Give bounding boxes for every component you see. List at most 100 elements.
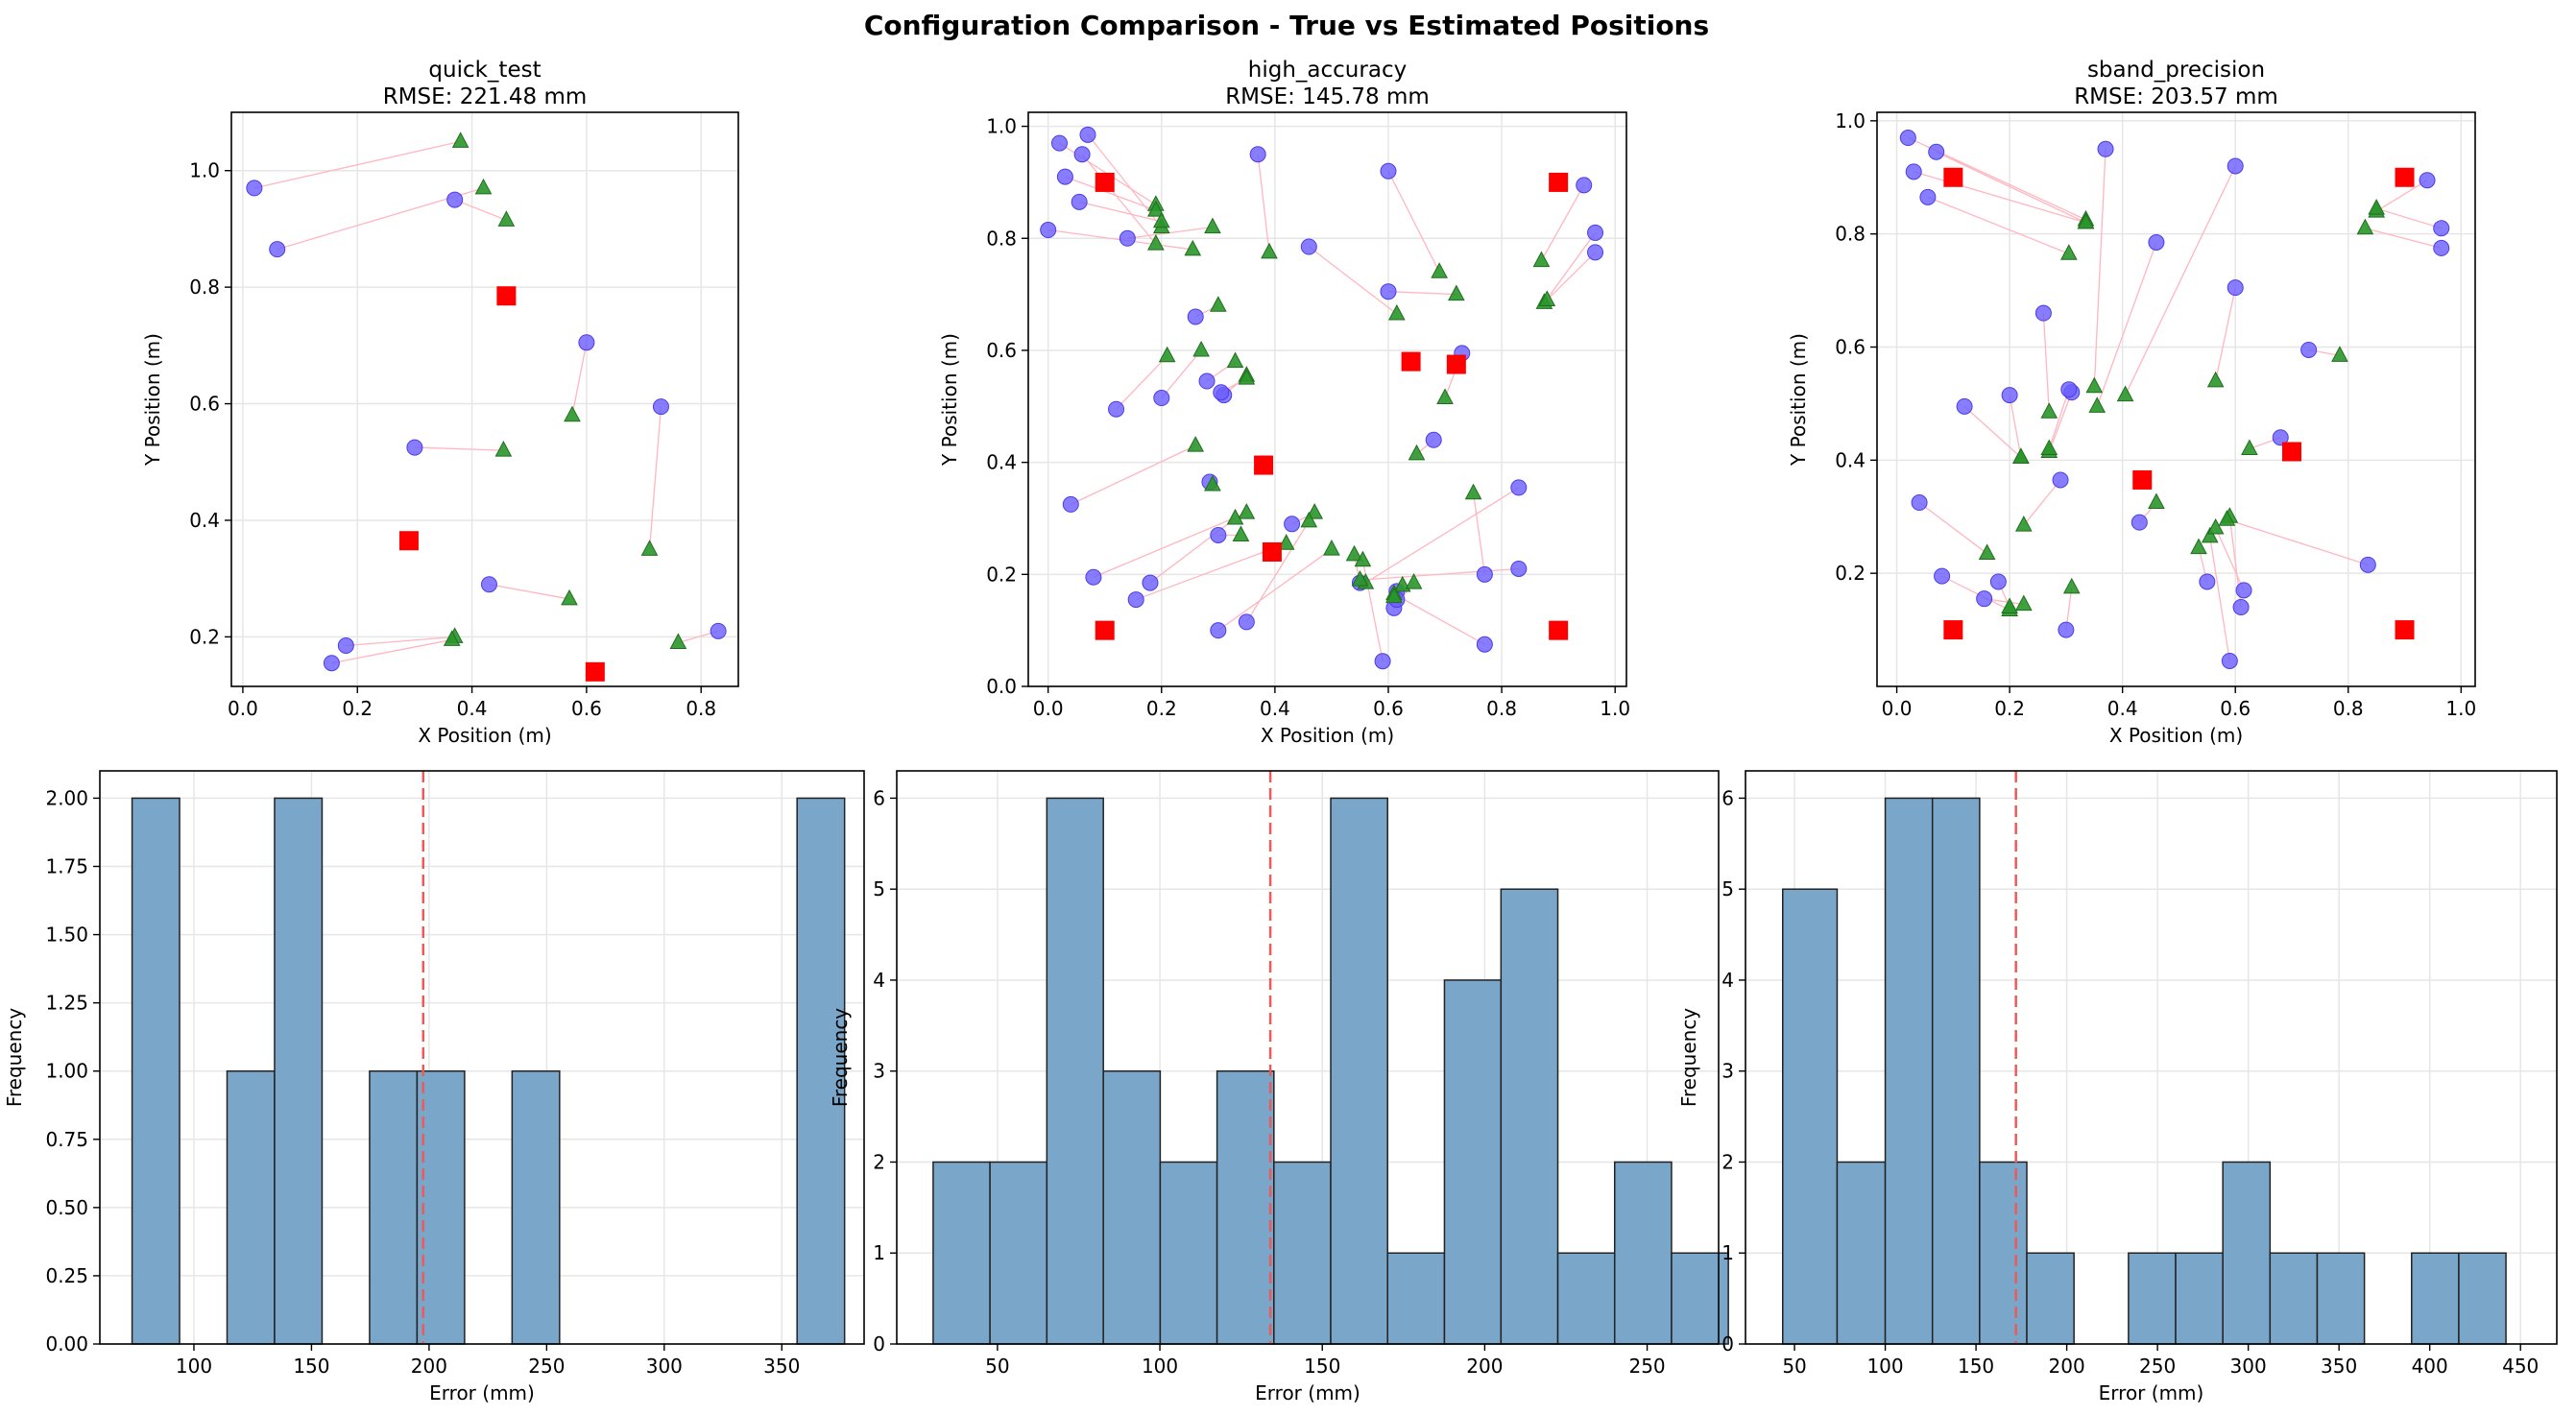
true-position-point xyxy=(1919,188,1937,205)
histogram-bar xyxy=(2411,1252,2460,1345)
estimated-position-point xyxy=(2014,516,2033,532)
error-line xyxy=(1071,444,1196,505)
true-position-point xyxy=(1899,130,1916,147)
histogram-bar xyxy=(1836,1161,1887,1345)
y-tick-label: 0.6 xyxy=(1835,336,1866,359)
axes-frame xyxy=(1876,111,2476,687)
error-line xyxy=(2215,527,2245,591)
y-tick-label: 0.2 xyxy=(1835,562,1866,585)
true-position-point xyxy=(2235,582,2252,599)
x-tick-label: 100 xyxy=(1866,1355,1903,1378)
estimated-position-point xyxy=(443,630,461,646)
estimated-position-point xyxy=(2190,538,2207,555)
x-axis-label: Error (mm) xyxy=(1255,1381,1360,1404)
estimated-position-point xyxy=(2356,218,2374,235)
y-tick-label: 0.4 xyxy=(189,509,220,532)
true-position-point xyxy=(2060,381,2078,398)
histogram-bar xyxy=(1556,1252,1616,1345)
y-tick-label: 0.6 xyxy=(189,393,220,416)
error-line xyxy=(253,140,461,189)
estimated-position-point xyxy=(494,441,513,457)
axes-frame xyxy=(896,770,1720,1345)
x-tick-label: 150 xyxy=(293,1355,329,1378)
x-tick-label: 50 xyxy=(1782,1355,1806,1378)
y-tick-label: 0.25 xyxy=(45,1264,88,1287)
estimated-position-point xyxy=(2148,492,2165,510)
x-tick-label: 200 xyxy=(2049,1355,2085,1378)
true-position-point xyxy=(2359,556,2376,573)
error-line xyxy=(1360,567,1519,581)
true-position-point xyxy=(1108,400,1125,418)
y-tick-label: 3 xyxy=(1721,1060,1734,1083)
true-position-point xyxy=(2227,157,2244,175)
error-line xyxy=(2375,180,2428,212)
error-line xyxy=(1308,246,1398,315)
true-position-point xyxy=(1249,146,1266,163)
true-position-point xyxy=(446,191,464,208)
true-position-point xyxy=(2300,341,2318,358)
estimated-position-point xyxy=(474,178,493,195)
x-tick-label: 0.2 xyxy=(342,697,373,720)
y-axis-label: Y Position (m) xyxy=(141,333,164,467)
error-line xyxy=(1927,196,2070,254)
anchor-point xyxy=(1262,541,1282,562)
true-position-point xyxy=(1976,590,1993,608)
error-line xyxy=(1245,520,1310,623)
true-position-point xyxy=(269,241,286,258)
true-position-point xyxy=(2052,471,2069,489)
panel-subtitle: RMSE: 145.78 mm xyxy=(1225,84,1430,109)
anchor-point xyxy=(2395,167,2415,187)
x-tick-label: 0.6 xyxy=(571,697,602,720)
true-position-point xyxy=(1079,126,1096,143)
true-position-point xyxy=(2148,234,2165,252)
estimated-position-point xyxy=(1431,262,1448,278)
estimated-position-point xyxy=(1232,525,1250,541)
panel-title: high_accuracy xyxy=(1248,58,1407,83)
true-position-point xyxy=(710,622,727,639)
estimated-position-point xyxy=(2040,402,2058,419)
error-line xyxy=(1365,487,1520,584)
true-position-point xyxy=(2034,304,2052,322)
anchor-point xyxy=(1095,620,1115,640)
y-tick-label: 6 xyxy=(1721,786,1734,809)
estimated-position-point xyxy=(1306,503,1324,519)
error-line xyxy=(2365,228,2442,250)
true-position-point xyxy=(2272,429,2289,446)
estimated-position-point xyxy=(1277,534,1295,550)
error-line xyxy=(2227,518,2369,565)
estimated-position-point xyxy=(1226,508,1244,525)
estimated-position-point xyxy=(2201,526,2219,543)
true-position-point xyxy=(2232,599,2250,616)
y-tick-label: 0.0 xyxy=(986,675,1017,698)
true-position-point xyxy=(1576,177,1593,194)
x-tick-label: 250 xyxy=(2139,1355,2176,1378)
error-line xyxy=(1387,291,1457,296)
estimated-position-point xyxy=(2014,594,2033,612)
x-tick-label: 100 xyxy=(176,1355,212,1378)
y-axis-label: Frequency xyxy=(3,1008,26,1107)
true-position-point xyxy=(2433,239,2450,256)
error-line xyxy=(1217,548,1333,632)
error-line xyxy=(1065,176,1157,211)
histogram-bar xyxy=(989,1161,1048,1345)
x-tick-label: 0.0 xyxy=(1882,697,1913,720)
estimated-position-point xyxy=(497,210,516,227)
axes-frame xyxy=(1027,111,1627,687)
true-position-point xyxy=(406,439,423,456)
error-line xyxy=(454,199,507,221)
y-tick-label: 3 xyxy=(873,1060,885,1083)
true-position-point xyxy=(1380,162,1397,180)
true-position-point xyxy=(1587,224,1604,241)
estimated-position-point xyxy=(2368,199,2385,215)
estimated-position-point xyxy=(1532,251,1551,268)
chart-panel-4: 100 150 200 250 300 350 0.00 0.25 0.50 0.75 1.00 1.… xyxy=(3,770,865,1404)
estimated-position-point xyxy=(1388,303,1406,321)
estimated-position-point xyxy=(1351,570,1369,587)
error-line xyxy=(1540,184,1585,261)
y-tick-label: 0.2 xyxy=(189,625,220,648)
error-line xyxy=(414,446,504,451)
x-axis-label: Error (mm) xyxy=(429,1381,535,1404)
panel-subtitle: RMSE: 221.48 mm xyxy=(383,84,588,109)
true-position-point xyxy=(1587,244,1604,261)
error-line xyxy=(1914,171,2086,224)
